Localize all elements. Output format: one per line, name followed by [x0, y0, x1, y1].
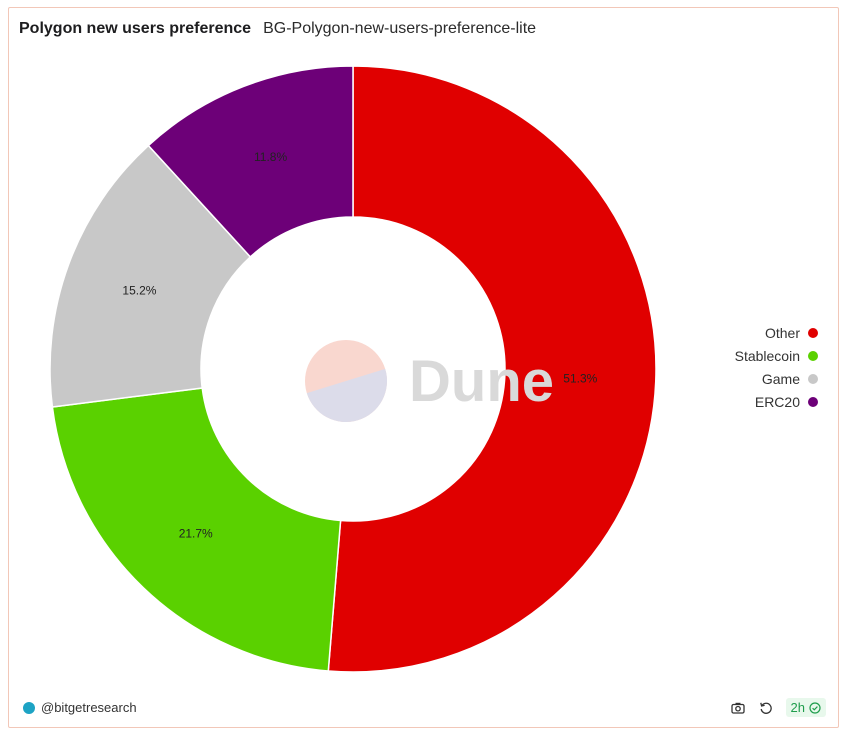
- author-name: @bitgetresearch: [41, 700, 137, 715]
- legend-swatch: [808, 373, 818, 384]
- refresh-icon[interactable]: [758, 700, 774, 716]
- legend-swatch: [808, 327, 818, 338]
- legend-label: Game: [761, 370, 800, 387]
- refresh-age: 2h: [790, 700, 805, 715]
- slice-label-erc20: 11.8%: [254, 150, 287, 164]
- slice-label-other: 51.3%: [563, 371, 597, 385]
- check-circle-icon: [809, 701, 821, 714]
- slice-stablecoin[interactable]: [51, 387, 342, 672]
- author-badge[interactable]: @bitgetresearch: [23, 700, 137, 715]
- chart-card: Polygon new users preference BG-Polygon-…: [8, 7, 839, 728]
- slice-other[interactable]: [327, 65, 657, 673]
- slice-erc20[interactable]: [147, 65, 354, 258]
- legend-label: Stablecoin: [734, 347, 800, 364]
- chart-header: Polygon new users preference BG-Polygon-…: [19, 20, 536, 42]
- camera-icon[interactable]: [730, 700, 746, 716]
- dune-watermark: Dune: [305, 340, 554, 422]
- slice-label-stablecoin: 21.7%: [179, 526, 213, 540]
- legend-swatch: [808, 350, 818, 361]
- watermark-logo-bottom: [306, 368, 387, 422]
- legend-item-erc20[interactable]: ERC20: [755, 393, 818, 410]
- legend-item-stablecoin[interactable]: Stablecoin: [735, 347, 818, 364]
- slice-game[interactable]: [49, 144, 252, 408]
- legend-label: Other: [764, 324, 800, 341]
- legend-label: ERC20: [754, 393, 800, 410]
- legend-swatch: [808, 396, 818, 407]
- legend-item-game[interactable]: Game: [762, 370, 818, 387]
- chart-title: Polygon new users preference: [19, 20, 252, 37]
- avatar-icon: [23, 701, 35, 714]
- slice-label-game: 15.2%: [122, 284, 156, 298]
- legend-item-other[interactable]: Other: [765, 324, 818, 341]
- refresh-status-badge[interactable]: 2h: [785, 698, 826, 717]
- query-name[interactable]: BG-Polygon-new-users-preference-lite: [263, 20, 537, 37]
- chart-actions: 2h: [730, 698, 826, 717]
- watermark-text: Dune: [409, 349, 554, 414]
- chart-legend: Other Stablecoin Game ERC20: [735, 324, 818, 410]
- donut-chart: Dune 51.3% 21.7% 15.2% 11.8%: [49, 65, 657, 673]
